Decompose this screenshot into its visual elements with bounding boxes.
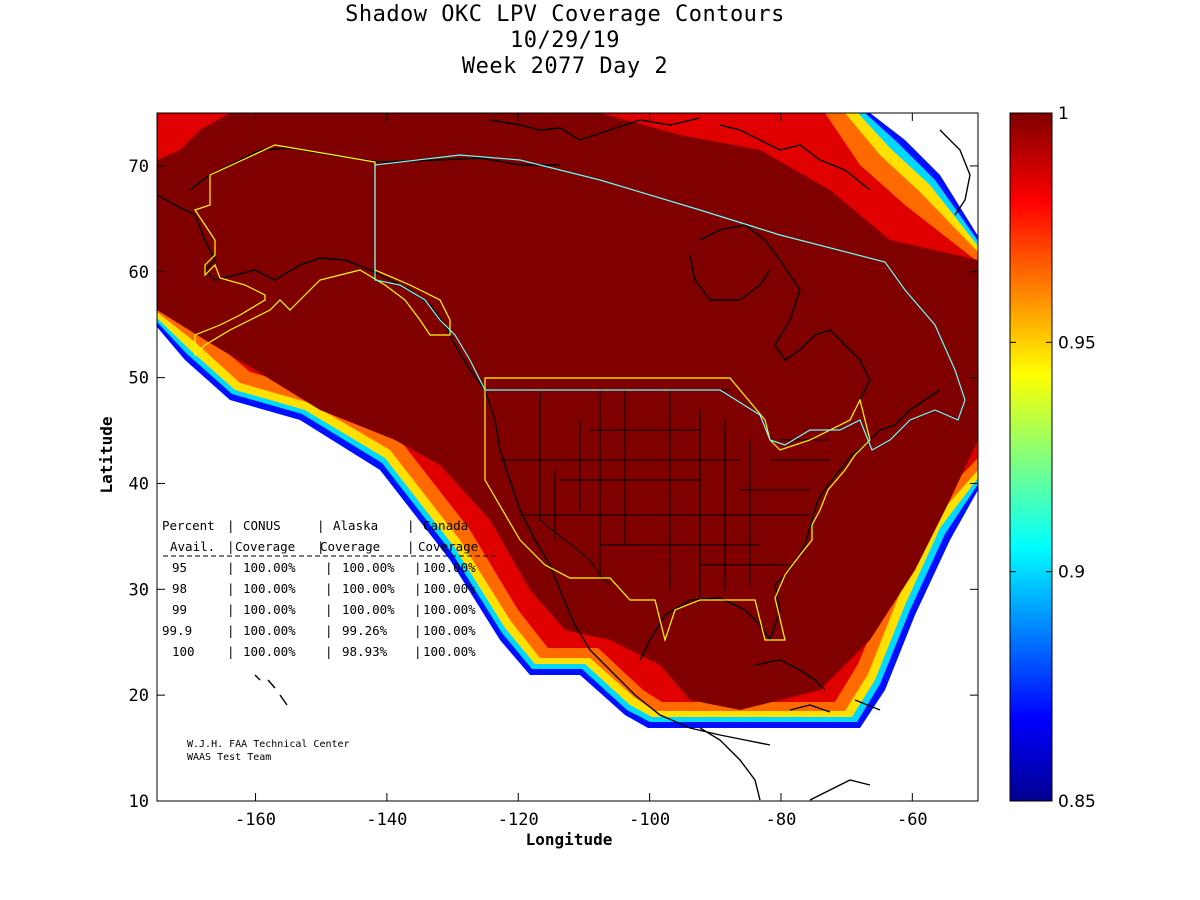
colorbar-tick-label: 0.95 xyxy=(1058,333,1096,353)
table-cell: 100.00% xyxy=(423,602,476,617)
colorbar-tick-label: 1 xyxy=(1058,104,1069,124)
table-row: 98 | 100.00% | 100.00% |100.00% xyxy=(172,581,476,596)
table-header-row2: Avail. |Coverage |Coverage | Coverage xyxy=(170,539,478,554)
x-tick-label: -160 xyxy=(235,810,276,830)
state-lines xyxy=(485,389,830,600)
table-header-row1: Percent | CONUS | Alaska | Canada xyxy=(162,518,468,533)
coverage-table: Percent | CONUS | Alaska | Canada Avail. |C… xyxy=(162,518,495,659)
x-axis-label: Longitude xyxy=(526,830,613,849)
x-tick-label: -120 xyxy=(498,810,539,830)
table-cell: 100.00% xyxy=(423,644,476,659)
y-tick-label: 10 xyxy=(129,792,149,812)
table-cell: 100.00% xyxy=(423,560,476,575)
table-header-avail: Avail. xyxy=(170,539,215,554)
table-cell: 100.00% xyxy=(423,581,476,596)
x-axis-ticks: -160 -140 -120 -100 -80 -60 xyxy=(235,113,928,830)
table-cell: 100.00% xyxy=(243,623,296,638)
y-axis-label: Latitude xyxy=(97,416,116,493)
table-cell: 100 xyxy=(172,644,195,659)
y-tick-label: 20 xyxy=(129,686,149,706)
table-row: 100 | 100.00% | 98.93% |100.00% xyxy=(172,644,476,659)
y-tick-label: 60 xyxy=(129,263,149,283)
table-cell: 100.00% xyxy=(342,602,395,617)
table-cell: 98 xyxy=(172,581,187,596)
table-row: 95 | 100.00% | 100.00% |100.00% xyxy=(172,560,476,575)
x-tick-label: -100 xyxy=(629,810,670,830)
table-cell: 100.00% xyxy=(243,644,296,659)
colorbar-tick-label: 0.85 xyxy=(1058,792,1096,812)
table-row: 99 | 100.00% | 100.00% |100.00% xyxy=(172,602,476,617)
x-tick-label: -140 xyxy=(366,810,407,830)
y-tick-label: 30 xyxy=(129,580,149,600)
table-cell: 100.00% xyxy=(243,581,296,596)
table-cell: 95 xyxy=(172,560,187,575)
table-cell: 100.00% xyxy=(342,560,395,575)
y-tick-label: 70 xyxy=(129,157,149,177)
colorbar xyxy=(1009,112,1053,802)
table-header-canada: Canada xyxy=(423,518,468,533)
table-cell: 100.00% xyxy=(243,560,296,575)
table-cell: 99 xyxy=(172,602,187,617)
colorbar-ticks: 1 0.95 0.9 0.85 xyxy=(1010,104,1096,812)
x-tick-label: -60 xyxy=(897,810,928,830)
table-cell: 100.00% xyxy=(243,602,296,617)
credit-line2: WAAS Test Team xyxy=(187,752,271,763)
chart-title-date: 10/29/19 xyxy=(510,28,620,53)
y-axis-ticks: 70 60 50 40 30 20 10 xyxy=(129,157,978,812)
table-cell: 99.26% xyxy=(342,623,388,638)
credit-line1: W.J.H. FAA Technical Center xyxy=(187,739,350,750)
table-header-conus: CONUS xyxy=(243,518,281,533)
y-tick-label: 50 xyxy=(129,369,149,389)
plot-frame xyxy=(156,112,979,802)
chart-title-line1: Shadow OKC LPV Coverage Contours xyxy=(345,2,785,27)
conus-boundary xyxy=(484,377,871,643)
table-cell: 99.9 xyxy=(162,623,192,638)
coverage-band-full xyxy=(157,113,978,710)
table-header-alaska: Alaska xyxy=(333,518,378,533)
table-cell: 100.00% xyxy=(423,623,476,638)
table-cell: 100.00% xyxy=(342,581,395,596)
table-row: 99.9 | 100.00% | 99.26% |100.00% xyxy=(162,623,476,638)
chart-title-week: Week 2077 Day 2 xyxy=(461,54,669,79)
colorbar-tick-label: 0.9 xyxy=(1058,563,1085,583)
y-tick-label: 40 xyxy=(129,474,149,494)
alaska-boundary xyxy=(194,144,451,357)
canada-boundary xyxy=(374,154,966,451)
x-tick-label: -80 xyxy=(766,810,797,830)
table-header-percent: Percent xyxy=(162,518,215,533)
table-rows: 95 | 100.00% | 100.00% |100.00% 98 | 100.00% | 100… xyxy=(162,560,476,659)
table-cell: 98.93% xyxy=(342,644,388,659)
